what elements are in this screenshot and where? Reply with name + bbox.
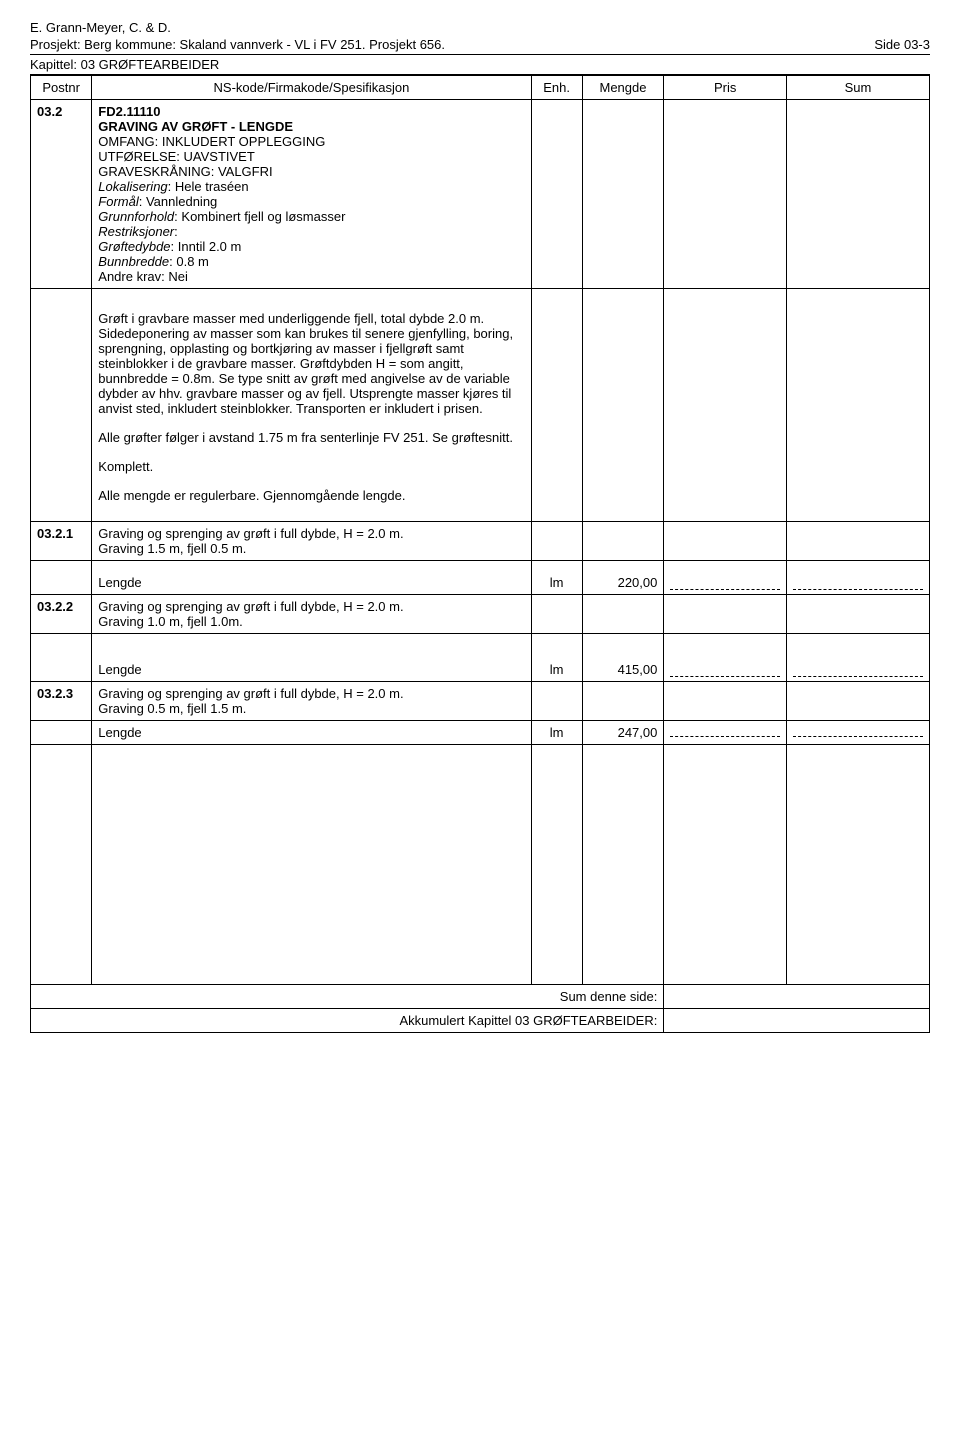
akk-label: Akkumulert Kapittel 03 GRØFTEARBEIDER:	[31, 1009, 664, 1033]
para3: Komplett.	[98, 459, 524, 474]
para2: Alle grøfter følger i avstand 1.75 m fra…	[98, 430, 524, 445]
andre-krav: Andre krav: Nei	[98, 269, 524, 284]
line-utforelse: UTFØRELSE: UAVSTIVET	[98, 149, 524, 164]
sum-dash-0322	[793, 665, 923, 677]
formal-label: Formål	[98, 194, 138, 209]
col-enh: Enh.	[531, 76, 582, 100]
enh-0323: lm	[531, 721, 582, 745]
restriksjoner-label: Restriksjoner	[98, 224, 174, 239]
grunnforhold-label: Grunnforhold	[98, 209, 174, 224]
text-0322-2: Graving 1.0 m, fjell 1.0m.	[98, 614, 524, 629]
table-row: 03.2.1 Graving og sprenging av grøft i f…	[31, 522, 930, 561]
table-row: 03.2.3 Graving og sprenging av grøft i f…	[31, 682, 930, 721]
bunnbredde-val: : 0.8 m	[169, 254, 209, 269]
enh-0321: lm	[531, 561, 582, 595]
mengde-0322: 415,00	[582, 634, 664, 682]
col-mengde: Mengde	[582, 76, 664, 100]
table-row: 03.2.2 Graving og sprenging av grøft i f…	[31, 595, 930, 634]
sum-dash-0321	[793, 578, 923, 590]
table-row: Lengde lm 220,00	[31, 561, 930, 595]
table-row: Lengde lm 247,00	[31, 721, 930, 745]
line-omfang: OMFANG: INKLUDERT OPPLEGGING	[98, 134, 524, 149]
spec-table: Postnr NS-kode/Firmakode/Spesifikasjon E…	[30, 75, 930, 1033]
para4: Alle mengde er regulerbare. Gjennomgåend…	[98, 488, 524, 503]
pris-dash-0323	[670, 725, 780, 737]
spec-032: FD2.11110 GRAVING AV GRØFT - LENGDE OMFA…	[92, 100, 531, 289]
text-0321-2: Graving 1.5 m, fjell 0.5 m.	[98, 541, 524, 556]
project-title: Prosjekt: Berg kommune: Skaland vannverk…	[30, 37, 445, 52]
enh-0322: lm	[531, 634, 582, 682]
footer-row-akk: Akkumulert Kapittel 03 GRØFTEARBEIDER:	[31, 1009, 930, 1033]
lokalisering-val: : Hele traséen	[168, 179, 249, 194]
postnr-0321: 03.2.1	[31, 522, 92, 561]
col-sum: Sum	[786, 76, 929, 100]
col-pris: Pris	[664, 76, 787, 100]
footer-row-sum: Sum denne side:	[31, 985, 930, 1009]
col-spec: NS-kode/Firmakode/Spesifikasjon	[92, 76, 531, 100]
company-name: E. Grann-Meyer, C. & D.	[30, 20, 930, 35]
text-0323-2: Graving 0.5 m, fjell 1.5 m.	[98, 701, 524, 716]
table-header-row: Postnr NS-kode/Firmakode/Spesifikasjon E…	[31, 76, 930, 100]
table-row-filler	[31, 745, 930, 985]
line-graveskraning: GRAVESKRÅNING: VALGFRI	[98, 164, 524, 179]
postnr-0322: 03.2.2	[31, 595, 92, 634]
lengde-0323: Lengde	[98, 725, 524, 740]
table-row: 03.2 FD2.11110 GRAVING AV GRØFT - LENGDE…	[31, 100, 930, 289]
para1: Grøft i gravbare masser med underliggend…	[98, 311, 524, 416]
restriksjoner-val: :	[174, 224, 178, 239]
formal-val: : Vannledning	[139, 194, 218, 209]
code-032: FD2.11110	[98, 104, 524, 119]
text-0321-1: Graving og sprenging av grøft i full dyb…	[98, 526, 524, 541]
bunnbredde-label: Bunnbredde	[98, 254, 169, 269]
sum-dash-0323	[793, 725, 923, 737]
page-number: Side 03-3	[874, 37, 930, 52]
pris-dash-0321	[670, 578, 780, 590]
table-row: Lengde lm 415,00	[31, 634, 930, 682]
title-032: GRAVING AV GRØFT - LENGDE	[98, 119, 524, 134]
sum-side-label: Sum denne side:	[31, 985, 664, 1009]
pris-dash-0322	[670, 665, 780, 677]
grunnforhold-val: : Kombinert fjell og løsmasser	[174, 209, 345, 224]
postnr-032: 03.2	[31, 100, 92, 289]
text-0322-1: Graving og sprenging av grøft i full dyb…	[98, 599, 524, 614]
groftedybde-label: Grøftedybde	[98, 239, 170, 254]
lengde-0322: Lengde	[98, 662, 524, 677]
postnr-0323: 03.2.3	[31, 682, 92, 721]
groftedybde-val: : Inntil 2.0 m	[171, 239, 242, 254]
mengde-0321: 220,00	[582, 561, 664, 595]
col-postnr: Postnr	[31, 76, 92, 100]
chapter-title: Kapittel: 03 GRØFTEARBEIDER	[30, 57, 930, 75]
lokalisering-label: Lokalisering	[98, 179, 167, 194]
lengde-0321: Lengde	[98, 575, 524, 590]
text-0323-1: Graving og sprenging av grøft i full dyb…	[98, 686, 524, 701]
table-row: Grøft i gravbare masser med underliggend…	[31, 289, 930, 522]
mengde-0323: 247,00	[582, 721, 664, 745]
